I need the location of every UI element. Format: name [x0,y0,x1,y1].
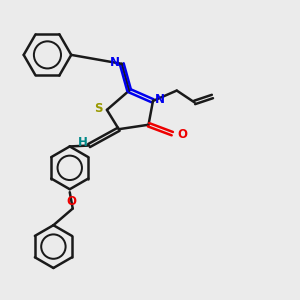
Text: H: H [78,136,88,149]
Text: O: O [177,128,187,141]
Text: S: S [94,103,102,116]
Text: O: O [66,195,76,208]
Text: N: N [154,93,164,106]
Text: N: N [110,56,120,68]
